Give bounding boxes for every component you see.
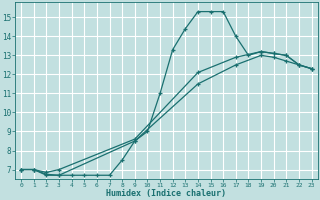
X-axis label: Humidex (Indice chaleur): Humidex (Indice chaleur) [106,189,226,198]
